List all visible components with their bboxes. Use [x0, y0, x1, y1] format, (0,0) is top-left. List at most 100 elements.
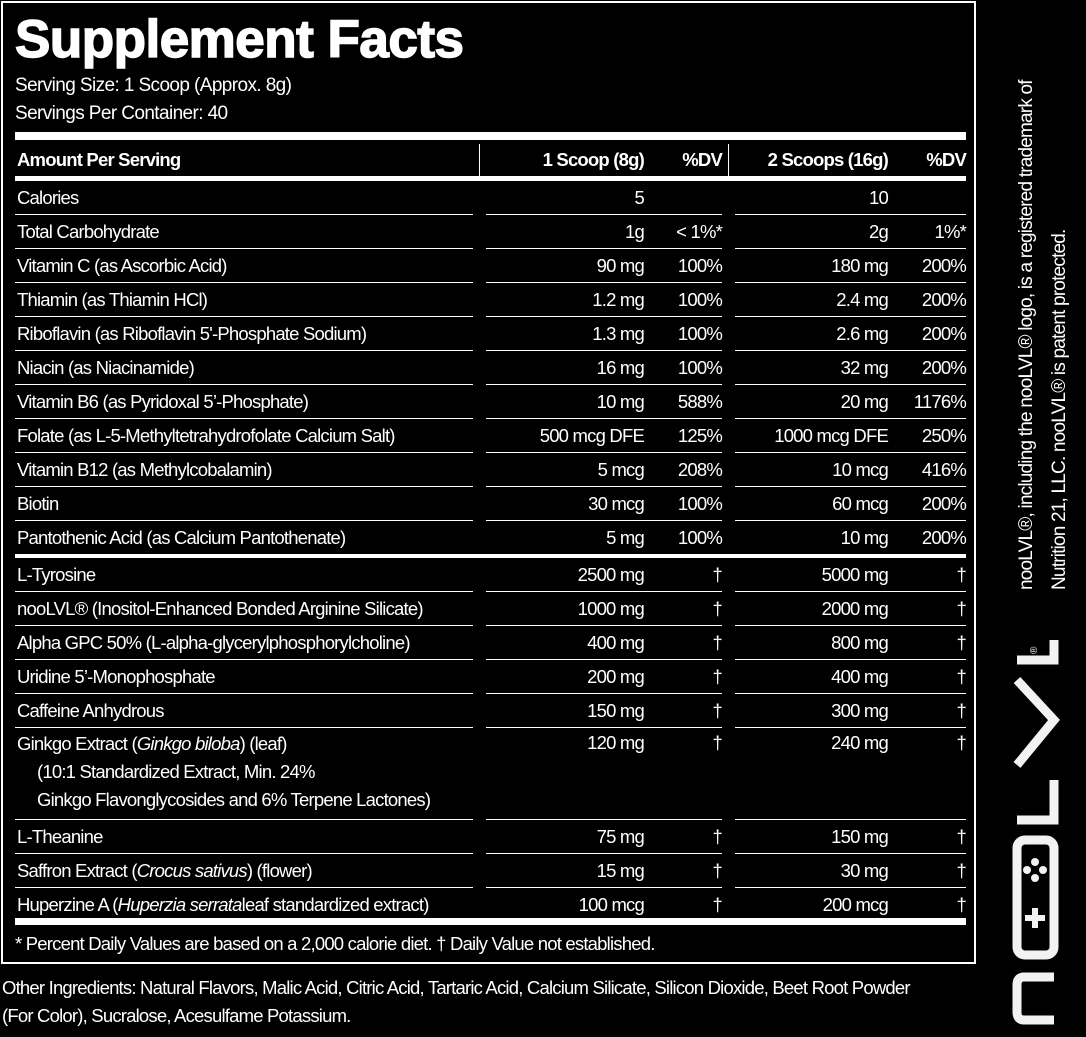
row-name: Alpha GPC 50% (L-alpha-glycerylphosphory…: [15, 626, 473, 660]
row-name: Uridine 5’-Monophosphate: [15, 660, 473, 694]
table-row: Huperzine A (Huperzia serrata leaf stand…: [15, 888, 967, 922]
table-row: nooLVL® (Inositol-Enhanced Bonded Argini…: [15, 592, 967, 626]
row-dv-2: †: [956, 894, 967, 915]
divider-thick: [15, 132, 966, 140]
table-row: Vitamin C (as Ascorbic Acid) 90 mg 100% 1…: [15, 249, 967, 283]
logo-letter-n: [1012, 972, 1054, 1025]
row-dv-1: †: [712, 563, 723, 585]
header-col2: 2 Scoops (16g): [767, 149, 889, 170]
row-value-1: 30 mcg: [588, 492, 645, 514]
row-dv-1: 100%: [677, 254, 723, 276]
table-row: Uridine 5’-Monophosphate 200 mg † 400 mg †: [15, 660, 967, 694]
row-name: Vitamin B6 (as Pyridoxal 5’-Phosphate): [15, 385, 473, 419]
other-ingredients: Other Ingredients: Natural Flavors, Mali…: [2, 977, 911, 1026]
row-dv-2: 1%*: [934, 220, 966, 242]
row-name: Total Carbohydrate: [15, 215, 473, 249]
row-name: L-Tyrosine: [15, 558, 473, 592]
row-subtext: Ginkgo Flavonglycosides and 6% Terpene L…: [37, 789, 431, 810]
row-dv-2: 200%: [921, 492, 967, 514]
row-value-1: 75 mg: [596, 825, 645, 847]
header-col1: 1 Scoop (8g): [542, 149, 645, 170]
row-value-2: 30 mg: [840, 859, 889, 881]
row-dv-2: †: [956, 597, 967, 619]
row-dv-1: †: [712, 699, 723, 721]
row-dv-2: †: [956, 665, 967, 687]
ingredients-section: L-Tyrosine 2500 mg † 5000 mg † nooLVL® (Ino…: [15, 558, 967, 728]
row-dv-2: 250%: [921, 424, 967, 446]
table-row: Ginkgo Extract (Ginkgo biloba) (leaf) (1…: [15, 728, 967, 820]
table-row: Total Carbohydrate 1g < 1%* 2g 1%*: [15, 215, 967, 249]
row-dv-1: 100%: [677, 322, 723, 344]
row-dv-1: 125%: [677, 424, 723, 446]
row-dv-1: 100%: [677, 492, 723, 514]
logo-controller: [1012, 835, 1059, 960]
logo-letter-l2: [1017, 640, 1059, 665]
row-value-2: 400 mg: [831, 665, 889, 687]
table-row: Riboflavin (as Riboflavin 5'-Phosphate S…: [15, 317, 967, 351]
row-dv-1: 588%: [677, 390, 723, 412]
table-row: Caffeine Anhydrous 150 mg † 300 mg †: [15, 694, 967, 728]
row-value-1: 1000 mg: [577, 597, 645, 619]
servings-per-container: Servings Per Container: 40: [15, 103, 228, 124]
table-row: Vitamin B6 (as Pyridoxal 5’-Phosphate) 1…: [15, 385, 967, 419]
row-name: Niacin (as Niacinamide): [15, 351, 473, 385]
row-value-2: 20 mg: [840, 390, 889, 412]
row-dv-1: †: [712, 732, 723, 753]
row-name: Riboflavin (as Riboflavin 5'-Phosphate S…: [15, 317, 473, 351]
serving-size: Serving Size: 1 Scoop (Approx. 8g): [15, 75, 292, 96]
row-dv-1: †: [712, 894, 723, 915]
trademark-line-2: Nutrition 21, LLC. nooLVL® is patent pro…: [1049, 229, 1070, 590]
row-dv-2: 200%: [921, 322, 967, 344]
table-header: Amount Per Serving 1 Scoop (8g) %DV 2 Sco…: [15, 144, 967, 181]
row-value-1: 5: [634, 186, 645, 208]
row-value-2: 200 mcg: [822, 894, 889, 915]
trademark-notice: nooLVL®, including the nooLVL® logo, is …: [1010, 80, 1076, 590]
supplement-facts-panel: Supplement Facts Serving Size: 1 Scoop (…: [1, 1, 976, 964]
row-dv-2: †: [956, 732, 967, 753]
footnote: * Percent Daily Values are based on a 2,…: [15, 933, 655, 954]
table-row: Vitamin B12 (as Methylcobalamin) 5 mcg 20…: [15, 453, 967, 487]
row-value-1: 2500 mg: [577, 563, 645, 585]
row-name: L-Theanine: [15, 820, 473, 854]
row-dv-2: †: [956, 699, 967, 721]
row-value-1: 16 mg: [596, 356, 645, 378]
row-dv-2: 200%: [921, 356, 967, 378]
row-value-2: 10 mcg: [832, 458, 889, 480]
row-dv-2: 1176%: [913, 390, 967, 412]
row-dv-1: 100%: [677, 526, 723, 548]
logo-letter-l: [1017, 780, 1059, 825]
header-amount: Amount Per Serving: [17, 149, 181, 170]
divider-thick: [15, 918, 966, 925]
row-dv-2: †: [956, 825, 967, 847]
row-value-1: 10 mg: [596, 390, 645, 412]
row-name: Ginkgo Extract (Ginkgo biloba) (leaf): [17, 733, 287, 754]
row-dv-1: †: [712, 597, 723, 619]
row-value-2: 2.4 mg: [836, 288, 889, 310]
row-value-2: 180 mg: [831, 254, 889, 276]
row-name: Calories: [15, 181, 473, 215]
table-row: Saffron Extract (Crocus sativus) (flower…: [15, 854, 967, 888]
noolvl-logo: ®: [1012, 640, 1060, 1025]
panel-title: Supplement Facts: [14, 9, 464, 70]
table-row: L-Theanine 75 mg † 150 mg †: [15, 820, 967, 854]
registered-mark: ®: [1029, 646, 1040, 654]
row-value-1: 1.2 mg: [592, 288, 645, 310]
row-dv-2: 416%: [921, 458, 967, 480]
row-value-2: 800 mg: [831, 631, 889, 653]
row-value-1: 5 mg: [606, 526, 645, 548]
row-name: Huperzine A (Huperzia serrata leaf stand…: [17, 894, 429, 915]
logo-letter-v: [1013, 676, 1060, 768]
row-value-2: 300 mg: [831, 699, 889, 721]
table-row: Niacin (as Niacinamide) 16 mg 100% 32 mg 2…: [15, 351, 967, 385]
row-dv-1: 100%: [677, 288, 723, 310]
trademark-line-1: nooLVL®, including the nooLVL® logo, is …: [1016, 80, 1037, 590]
row-value-2: 32 mg: [840, 356, 889, 378]
row-name: Vitamin B12 (as Methylcobalamin): [15, 453, 473, 487]
row-dv-1: †: [712, 665, 723, 687]
row-dv-1: 208%: [677, 458, 723, 480]
row-value-1: 200 mg: [587, 665, 645, 687]
table-row: Thiamin (as Thiamin HCl) 1.2 mg 100% 2.4 …: [15, 283, 967, 317]
row-dv-1: < 1%*: [676, 220, 723, 242]
row-value-1: 90 mg: [596, 254, 645, 276]
row-value-2: 5000 mg: [821, 563, 889, 585]
